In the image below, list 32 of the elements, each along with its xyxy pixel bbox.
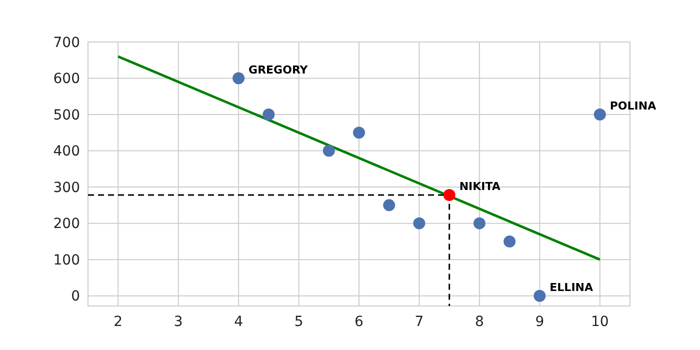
x-tick-label: 7 [414, 314, 424, 330]
x-tick-label: 4 [234, 314, 244, 330]
point [504, 235, 516, 248]
annotation: POLINA [610, 100, 657, 113]
y-tick-label: 400 [53, 144, 80, 160]
point [383, 199, 396, 212]
point [443, 189, 456, 202]
y-tick-label: 700 [53, 34, 80, 51]
y-tick-label: 600 [53, 71, 80, 88]
y-tick-label: 200 [53, 216, 80, 232]
point [322, 144, 335, 157]
x-tick-label: 2 [114, 314, 123, 330]
annotation: NIKITA [459, 180, 501, 194]
point [594, 108, 606, 121]
y-tick-label: 300 [53, 180, 80, 196]
y-tick-label: 500 [53, 107, 80, 124]
point [353, 126, 365, 139]
y-tick-label: 100 [53, 252, 80, 268]
x-tick-label: 6 [354, 314, 364, 330]
y-tick-label: 0 [71, 288, 80, 305]
x-tick-label: 9 [535, 314, 544, 330]
x-tick-label: 8 [474, 314, 484, 330]
x-tick-label: 3 [174, 314, 183, 330]
point [232, 72, 245, 84]
x-tick-label: 5 [294, 314, 304, 330]
x-tick-label: 10 [590, 314, 609, 330]
annotation: GREGORY [248, 63, 309, 76]
point [534, 290, 546, 302]
point [473, 217, 486, 230]
annotation: ELLINA [550, 280, 594, 294]
point [413, 217, 426, 230]
point [262, 108, 275, 121]
